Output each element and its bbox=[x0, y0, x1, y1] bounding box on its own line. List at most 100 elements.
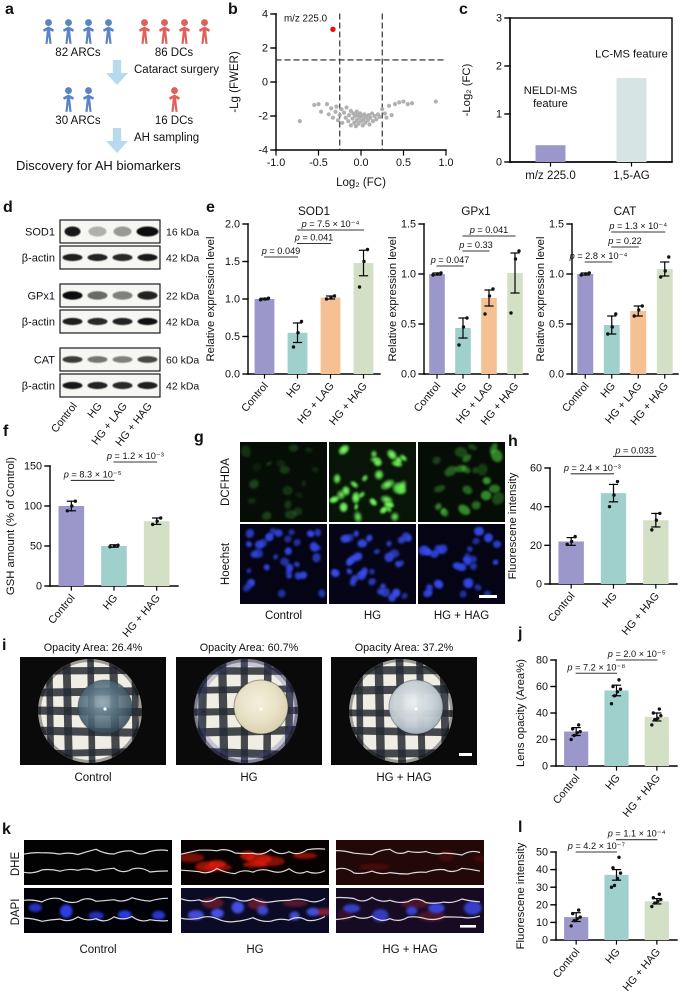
svg-text:Log₂ (FC): Log₂ (FC) bbox=[336, 177, 386, 189]
lens-image-control bbox=[20, 657, 166, 765]
cohort-row-1: 82 ARCs 86 DCs bbox=[6, 18, 228, 59]
svg-text:HG: HG bbox=[600, 590, 620, 610]
svg-text:Lens opacity (Area%): Lens opacity (Area%) bbox=[515, 659, 527, 767]
arc-group-82: 82 ARCs bbox=[30, 18, 126, 59]
panel-label-d: d bbox=[3, 199, 13, 216]
svg-text:-1.0: -1.0 bbox=[267, 157, 286, 169]
hoechst-row-label: Hoechst bbox=[220, 542, 232, 586]
k-col-hg: HG bbox=[246, 944, 264, 956]
svg-text:1.5: 1.5 bbox=[401, 219, 416, 231]
svg-text:p = 8.3 × 10⁻⁵: p = 8.3 × 10⁻⁵ bbox=[63, 469, 122, 479]
panel-label-k: k bbox=[2, 821, 11, 838]
svg-text:Control: Control bbox=[46, 592, 78, 626]
panel-label-i: i bbox=[2, 637, 7, 654]
hoechst-control-image bbox=[240, 524, 327, 604]
panel-a-study-design: 82 ARCs 86 DCs Cataract surgery 30 ARCs … bbox=[6, 4, 228, 186]
svg-text:20: 20 bbox=[530, 540, 542, 552]
svg-text:HG: HG bbox=[603, 772, 623, 792]
svg-text:HG + HAG: HG + HAG bbox=[120, 592, 163, 639]
svg-text:60: 60 bbox=[530, 463, 542, 475]
svg-text:0.5: 0.5 bbox=[401, 319, 416, 331]
svg-text:Relative expression level: Relative expression level bbox=[205, 237, 217, 362]
person-icon bbox=[138, 19, 150, 44]
svg-text:80: 80 bbox=[536, 655, 548, 667]
svg-text:Control: Control bbox=[239, 380, 271, 414]
g-col-hg: HG bbox=[363, 610, 382, 622]
person-icon bbox=[102, 19, 114, 44]
svg-text:0: 0 bbox=[536, 579, 542, 591]
i-col-hg-hag: HG + HAG bbox=[376, 772, 432, 784]
dapi-row-label: DAPI bbox=[10, 898, 22, 926]
svg-text:p = 0.33: p = 0.33 bbox=[458, 240, 492, 250]
svg-text:40: 40 bbox=[536, 708, 548, 720]
g-col-hg-hag: HG + HAG bbox=[433, 610, 490, 622]
svg-text:HG: HG bbox=[598, 380, 618, 400]
feature-fc-bar-chart: 0 1 2 3 m/z 225.0 1,5-AG -Log₂ (FC) NELDI-MSfea… bbox=[461, 13, 673, 182]
svg-text:50: 50 bbox=[30, 541, 42, 553]
svg-text:0.0: 0.0 bbox=[225, 369, 240, 381]
arc-count-label-2: 30 ARCs bbox=[55, 115, 101, 127]
g-col-control: Control bbox=[264, 610, 303, 622]
dapi-control-image bbox=[24, 888, 172, 933]
opacity-title-control: Opacity Area: 26.4% bbox=[43, 642, 143, 654]
svg-text:2.0: 2.0 bbox=[225, 219, 240, 231]
western-blot-panel: SOD1 16 kDa β-actin 42 kDa GPx1 22 kDa β-actin… bbox=[22, 219, 199, 446]
svg-text:p = 2.8 × 10⁻⁴: p = 2.8 × 10⁻⁴ bbox=[569, 251, 628, 261]
svg-text:p = 0.041: p = 0.041 bbox=[294, 233, 334, 243]
lens-image-hg-hag bbox=[331, 657, 477, 765]
discovery-footer: Discovery for AH biomarkers bbox=[16, 158, 181, 173]
volcano-plot: -4 -2 0 2 4 -1.0 -0.5 0.0 0.5 1.0 m/z 225.0 Log₂ (F… bbox=[229, 9, 454, 189]
svg-text:40: 40 bbox=[536, 864, 548, 876]
svg-text:0.0: 0.0 bbox=[549, 369, 564, 381]
panel-label-a: a bbox=[5, 1, 14, 18]
person-icon bbox=[62, 87, 74, 112]
svg-text:0: 0 bbox=[36, 581, 42, 593]
svg-text:2: 2 bbox=[262, 43, 268, 55]
k-col-control: Control bbox=[79, 944, 117, 956]
dhe-hg-hag-image bbox=[336, 840, 484, 885]
svg-text:CAT: CAT bbox=[34, 354, 55, 366]
opacity-title-hg-hag: Opacity Area: 37.2% bbox=[354, 642, 454, 654]
svg-text:0: 0 bbox=[262, 77, 268, 89]
panel-label-j: j bbox=[518, 625, 523, 642]
svg-text:40: 40 bbox=[530, 501, 542, 513]
svg-text:42 kDa: 42 kDa bbox=[166, 252, 199, 264]
svg-text:GPx1: GPx1 bbox=[27, 290, 55, 302]
arc-count-label: 82 ARCs bbox=[55, 47, 101, 59]
panel-label-e: e bbox=[206, 199, 215, 216]
svg-text:Control: Control bbox=[412, 380, 444, 414]
svg-text:Fluorescene intensity: Fluorescene intensity bbox=[515, 842, 527, 949]
dcfhda-row-label: DCFHDA bbox=[220, 458, 232, 506]
down-arrow-icon-2 bbox=[106, 128, 128, 153]
svg-text:p = 1.1 × 10⁻⁴: p = 1.1 × 10⁻⁴ bbox=[607, 829, 666, 839]
panel-i-lens-photos: Opacity Area: 26.4% Opacity Area: 60.7% … bbox=[4, 642, 508, 824]
svg-text:1.0: 1.0 bbox=[549, 269, 564, 281]
person-icon bbox=[62, 19, 74, 44]
svg-text:0.0: 0.0 bbox=[353, 157, 368, 169]
svg-text:100: 100 bbox=[24, 501, 42, 513]
lens-image-hg bbox=[176, 657, 322, 765]
svg-text:β-actin: β-actin bbox=[22, 316, 55, 328]
svg-text:p = 2.0 × 10⁻⁵: p = 2.0 × 10⁻⁵ bbox=[607, 649, 666, 659]
svg-text:p = 7.2 × 10⁻⁸: p = 7.2 × 10⁻⁸ bbox=[566, 662, 625, 672]
svg-text:SOD1: SOD1 bbox=[25, 226, 55, 238]
dcfhda-control-image bbox=[240, 442, 327, 522]
svg-text:HG: HG bbox=[85, 400, 104, 420]
svg-text:LC-MS feature: LC-MS feature bbox=[595, 48, 668, 60]
svg-text:20: 20 bbox=[536, 734, 548, 746]
svg-text:Control: Control bbox=[551, 946, 583, 980]
k-col-hg-hag: HG + HAG bbox=[382, 944, 438, 956]
svg-text:m/z 225.0: m/z 225.0 bbox=[525, 170, 576, 182]
flow-step-1: Cataract surgery bbox=[6, 59, 228, 86]
svg-text:0.5: 0.5 bbox=[396, 157, 411, 169]
dcfhda-hg-hag-image bbox=[418, 442, 505, 522]
person-icon bbox=[198, 19, 210, 44]
svg-text:m/z 225.0: m/z 225.0 bbox=[284, 13, 328, 24]
svg-text:β-actin: β-actin bbox=[22, 380, 55, 392]
svg-text:Relative expression level: Relative expression level bbox=[535, 237, 547, 362]
svg-text:Control: Control bbox=[551, 772, 583, 806]
person-icon bbox=[82, 87, 94, 112]
svg-text:p = 0.049: p = 0.049 bbox=[261, 246, 301, 256]
svg-text:50: 50 bbox=[536, 847, 548, 859]
